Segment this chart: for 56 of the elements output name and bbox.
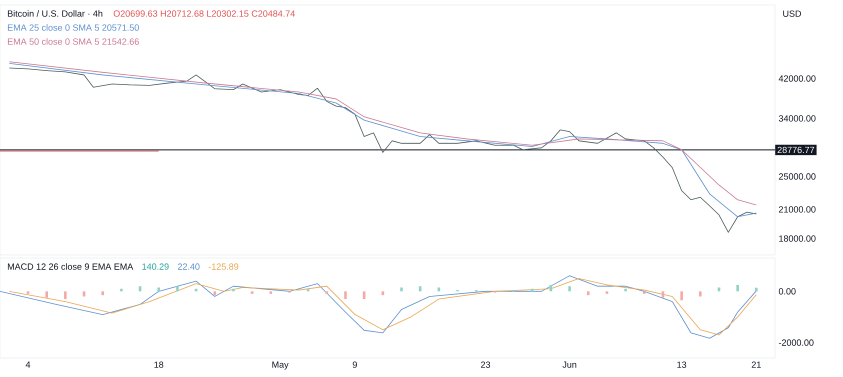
x-tick-label: 9	[352, 362, 357, 368]
bar	[250, 291, 254, 294]
x-tick-label: 23	[481, 362, 490, 368]
bar	[64, 291, 67, 300]
bar	[26, 291, 30, 294]
x-tick-label: 4	[26, 362, 30, 368]
chart-title: Bitcoin / U.S. Dollar · 4h	[8, 10, 102, 17]
series-label: EMA 50 close 0 SMA 5 21542.66	[8, 38, 139, 45]
bar	[400, 287, 403, 292]
y-tick-label: 34000.00	[778, 115, 816, 122]
bar	[755, 288, 758, 292]
bar	[138, 286, 142, 292]
series-label: -125.89	[208, 263, 238, 270]
x-tick-label: May	[272, 362, 289, 370]
bar	[699, 291, 702, 296]
series-label: 140.29	[142, 263, 169, 270]
x-tick-label: 21	[752, 362, 761, 368]
bar	[438, 287, 440, 292]
bar	[662, 291, 664, 298]
bar	[194, 288, 198, 292]
bar	[344, 291, 347, 300]
bar	[642, 291, 646, 294]
y-tick-label: 42000.00	[778, 75, 816, 82]
bar	[269, 291, 272, 294]
series-label: 22.40	[178, 263, 200, 270]
annotation: O20699.63 H20712.68 L20302.15 C20484.74	[114, 10, 295, 17]
x-tick-label: Jun	[562, 362, 576, 368]
bar	[718, 287, 720, 292]
bar	[606, 291, 608, 294]
bar	[624, 288, 627, 292]
y-tick-label: 21000.00	[778, 206, 816, 213]
bar	[120, 288, 123, 292]
bar	[418, 286, 422, 292]
bar	[568, 286, 571, 292]
bar	[157, 287, 160, 292]
bar	[680, 291, 683, 300]
bar	[45, 291, 48, 298]
bar	[82, 291, 86, 296]
bar	[550, 284, 552, 292]
x-tick-label: 18	[154, 362, 164, 368]
bar	[736, 284, 739, 292]
bar	[362, 291, 366, 300]
y-tick-label: 25000.00	[778, 173, 816, 180]
ref-line-label: 28776.77	[778, 146, 814, 154]
bar	[232, 288, 235, 292]
bar	[326, 291, 328, 294]
bar	[176, 286, 179, 292]
text: EMA 25 close 0 SMA 5 20571.50	[8, 24, 139, 31]
y-tick-label: 0.00	[778, 288, 796, 295]
y-tick-label: 18000.00	[779, 235, 816, 242]
y-axis-title: USD	[783, 10, 802, 17]
bar	[306, 288, 310, 292]
bar	[530, 288, 534, 292]
chart-title: MACD 12 26 close 9 EMA EMA	[8, 263, 134, 270]
y-tick-label: -2000.00	[778, 339, 814, 346]
x-tick-label: 13	[677, 362, 686, 368]
